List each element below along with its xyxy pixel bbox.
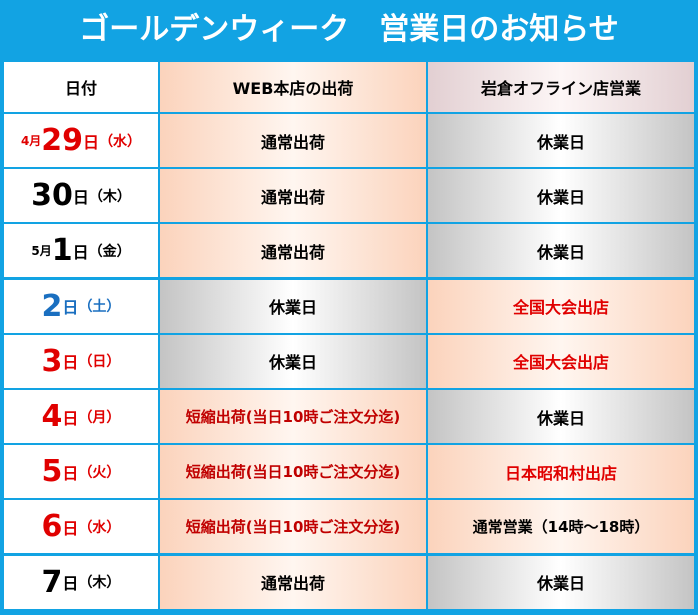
day: 30 bbox=[31, 178, 73, 214]
day: 4 bbox=[41, 399, 63, 434]
web-cell: 通常出荷 bbox=[160, 224, 426, 278]
weekday: （金） bbox=[88, 243, 131, 260]
web-cell: 通常出荷 bbox=[160, 169, 426, 223]
day-unit: 日 bbox=[72, 242, 89, 262]
date-cell: 3 日（日） bbox=[4, 334, 158, 388]
day-unit: 日 bbox=[62, 574, 79, 594]
weekday: （月） bbox=[78, 409, 121, 426]
day: 7 bbox=[41, 564, 63, 600]
weekday: （木） bbox=[78, 575, 121, 592]
date-cell: 2 日（土） bbox=[4, 279, 158, 333]
title: ゴールデンウィーク 営業日のお知らせ bbox=[79, 12, 619, 47]
web-cell: 通常出荷 bbox=[160, 114, 426, 167]
weekday: （水） bbox=[78, 519, 121, 536]
day: 3 bbox=[41, 343, 63, 379]
store-cell: 日本昭和村出店 bbox=[428, 445, 694, 499]
table-row: 2 日（土） 休業日 全国大会出店 bbox=[4, 279, 694, 333]
table-row: 5 日（火） 短縮出荷(当日10時ご注文分迄) 日本昭和村出店 bbox=[4, 445, 694, 499]
store-cell: 休業日 bbox=[428, 114, 694, 167]
day: 2 bbox=[41, 288, 63, 324]
table-row: 4月 29 日（水） 通常出荷 休業日 bbox=[4, 114, 694, 167]
store-cell: 休業日 bbox=[428, 555, 694, 609]
day: 5 bbox=[41, 454, 63, 490]
date-cell: 4月 29 日（水） bbox=[4, 114, 158, 167]
day-unit: 日 bbox=[62, 408, 79, 428]
web-cell: 休業日 bbox=[160, 279, 426, 333]
day-unit: 日 bbox=[83, 132, 100, 152]
weekday: （火） bbox=[78, 464, 121, 481]
table-row: 5月 1 日（金） 通常出荷 休業日 bbox=[4, 224, 694, 278]
store-cell: 休業日 bbox=[428, 169, 694, 223]
store-cell: 休業日 bbox=[428, 224, 694, 278]
web-cell: 短縮出荷(当日10時ご注文分迄) bbox=[160, 445, 426, 499]
day-unit: 日 bbox=[62, 518, 79, 538]
store-cell: 全国大会出店 bbox=[428, 334, 694, 388]
table-row: 7 日（木） 通常出荷 休業日 bbox=[4, 555, 694, 609]
table-row: 6 日（水） 短縮出荷(当日10時ご注文分迄) 通常営業（14時～18時） bbox=[4, 500, 694, 554]
weekday: （木） bbox=[88, 188, 131, 205]
day: 1 bbox=[51, 233, 73, 269]
web-cell: 休業日 bbox=[160, 334, 426, 388]
date-cell: 30 日（木） bbox=[4, 169, 158, 223]
column-header: 岩倉オフライン店営業 bbox=[428, 62, 694, 112]
day-unit: 日 bbox=[72, 187, 89, 207]
store-cell: 通常営業（14時～18時） bbox=[428, 500, 694, 554]
column-header: 日付 bbox=[4, 62, 158, 112]
day-unit: 日 bbox=[62, 353, 79, 373]
weekday: （日） bbox=[78, 354, 121, 371]
day: 29 bbox=[41, 123, 84, 158]
header-row: 日付 WEB本店の出荷 岩倉オフライン店営業 bbox=[4, 62, 694, 112]
web-cell: 短縮出荷(当日10時ご注文分迄) bbox=[160, 500, 426, 554]
web-cell: 短縮出荷(当日10時ご注文分迄) bbox=[160, 390, 426, 443]
store-cell: 休業日 bbox=[428, 390, 694, 443]
table-row: 30 日（木） 通常出荷 休業日 bbox=[4, 169, 694, 223]
column-header: WEB本店の出荷 bbox=[160, 62, 426, 112]
web-cell: 通常出荷 bbox=[160, 555, 426, 609]
day-unit: 日 bbox=[62, 463, 79, 483]
table-row: 3 日（日） 休業日 全国大会出店 bbox=[4, 334, 694, 388]
month: 5月 bbox=[31, 244, 52, 259]
day-unit: 日 bbox=[62, 298, 79, 318]
date-cell: 5月 1 日（金） bbox=[4, 224, 158, 278]
store-cell: 全国大会出店 bbox=[428, 279, 694, 333]
weekday: （水） bbox=[99, 133, 142, 150]
day: 6 bbox=[41, 509, 63, 545]
date-cell: 4 日（月） bbox=[4, 390, 158, 443]
date-cell: 7 日（木） bbox=[4, 555, 158, 609]
month: 4月 bbox=[20, 134, 42, 148]
date-cell: 6 日（水） bbox=[4, 500, 158, 554]
table-row: 4 日（月） 短縮出荷(当日10時ご注文分迄) 休業日 bbox=[4, 390, 694, 443]
date-cell: 5 日（火） bbox=[4, 445, 158, 499]
weekday: （土） bbox=[78, 299, 121, 316]
